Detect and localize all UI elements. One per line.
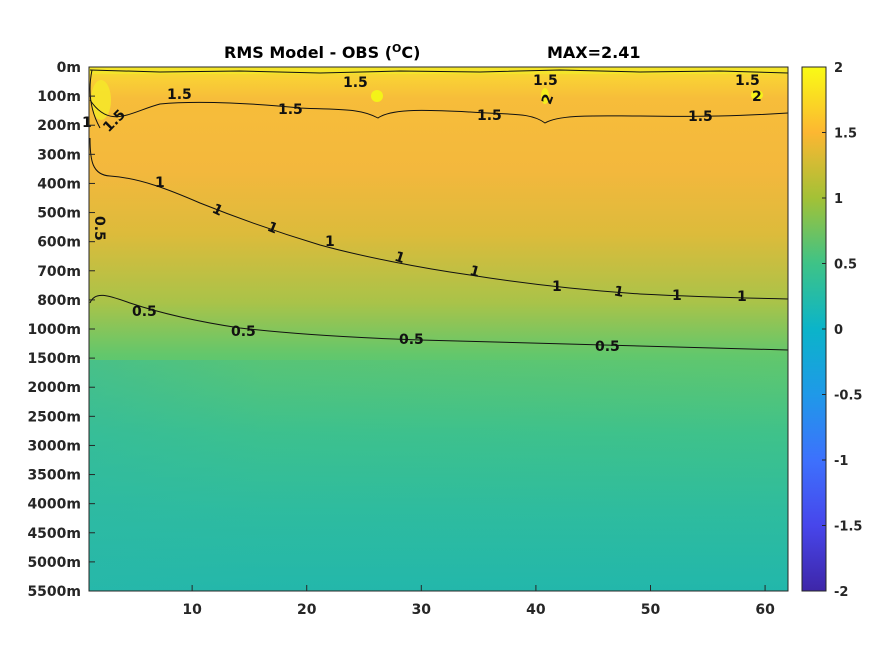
colorbar-tick-label: -1.5 — [834, 520, 862, 535]
contour-line-1-5-lower — [89, 99, 789, 124]
y-tick-label: 1500m — [27, 351, 81, 367]
colorbar-tick-label: -2 — [834, 585, 848, 600]
colorbar-tick-label: -1 — [834, 454, 848, 469]
y-tick-label: 300m — [37, 147, 81, 163]
y-tick-label: 3000m — [27, 438, 81, 454]
x-tick-label: 60 — [755, 602, 775, 618]
contour-label: 1 — [737, 289, 747, 305]
contour-label: 0.5 — [91, 216, 107, 241]
contour-label: 1 — [612, 283, 624, 300]
x-tick-label: 20 — [297, 602, 317, 618]
heatmap-field — [89, 67, 788, 591]
y-tick-label: 1000m — [27, 322, 81, 338]
contour-label: 1 — [672, 288, 682, 304]
contour-label: 1 — [468, 263, 482, 281]
field-hotspot — [541, 88, 549, 104]
x-axis: 10 20 30 40 50 60 — [182, 585, 775, 618]
field-shading — [89, 360, 788, 591]
x-tick-label: 30 — [412, 602, 432, 618]
contour-line-1-5-upper — [89, 69, 789, 74]
contour-label: 0.5 — [132, 304, 157, 320]
y-tick-label: 800m — [37, 293, 81, 309]
y-tick-label: 5000m — [27, 555, 81, 571]
contour-label: 0.5 — [231, 324, 256, 340]
contour-label: 1.5 — [278, 102, 303, 118]
contour-label: 1 — [155, 175, 165, 191]
y-tick-label: 4500m — [27, 526, 81, 542]
contour-label: 1.5 — [167, 87, 192, 103]
contour-label: 0.5 — [595, 339, 620, 355]
chart-title: RMS Model - OBS (OC) — [224, 42, 420, 62]
y-tick-label: 200m — [37, 118, 81, 134]
contour-line-1-5-left — [89, 69, 101, 129]
y-axis: 0m 100m 200m 300m 400m 500m 600m 700m 800m 1000m 1… — [27, 60, 95, 600]
colorbar-tick-label: 2 — [834, 61, 843, 76]
colorbar-ticks: 2 1.5 1 0.5 0 -0.5 -1 -1.5 -2 — [822, 61, 862, 600]
field-hotspot — [91, 80, 111, 120]
field-top-band — [89, 67, 788, 74]
y-tick-label: 3500m — [27, 468, 81, 484]
y-tick-label: 5500m — [27, 584, 81, 600]
contour-label: 1 — [82, 115, 92, 131]
colorbar-tick-label: 0 — [834, 323, 843, 338]
contour-label: 1.5 — [477, 108, 502, 124]
x-tick-label: 40 — [526, 602, 546, 618]
contour-label: 1 — [552, 279, 562, 295]
y-tick-label: 100m — [37, 89, 81, 105]
y-tick-label: 600m — [37, 235, 81, 251]
x-tick-label: 50 — [641, 602, 661, 618]
contour-label: 2 — [752, 89, 762, 105]
y-tick-label: 2000m — [27, 380, 81, 396]
x-tick-label: 10 — [182, 602, 202, 618]
y-tick-label: 0m — [57, 60, 81, 76]
contour-label: 1.5 — [343, 75, 368, 91]
y-tick-label: 4000m — [27, 497, 81, 513]
contour-lines — [89, 69, 789, 351]
contour-labels: 1.5 1.5 1.5 1.5 1.5 1.5 1.5 1.5 2 2 1 1 … — [82, 73, 762, 355]
field-hotspot — [751, 90, 763, 100]
contour-label: 1 — [325, 234, 335, 250]
contour-label: 1 — [392, 249, 406, 267]
y-tick-label: 400m — [37, 176, 81, 192]
colorbar: 2 1.5 1 0.5 0 -0.5 -1 -1.5 -2 — [801, 61, 862, 600]
y-tick-label: 2500m — [27, 409, 81, 425]
colorbar-tick-label: 1.5 — [834, 127, 857, 142]
contour-label: 0.5 — [399, 332, 424, 348]
contour-label: 1.5 — [688, 109, 713, 125]
y-tick-label: 500m — [37, 206, 81, 222]
contour-line-1 — [89, 137, 789, 300]
max-label: MAX=2.41 — [547, 43, 641, 62]
contour-line-0-5 — [89, 294, 789, 351]
contour-label: 1.5 — [735, 73, 760, 89]
y-tick-label: 700m — [37, 264, 81, 280]
contour-label: 1.5 — [533, 73, 558, 89]
colorbar-tick-label: -0.5 — [834, 389, 862, 404]
colorbar-tick-label: 0.5 — [834, 258, 857, 273]
field-hotspot — [371, 90, 383, 102]
colorbar-tick-label: 1 — [834, 192, 843, 207]
